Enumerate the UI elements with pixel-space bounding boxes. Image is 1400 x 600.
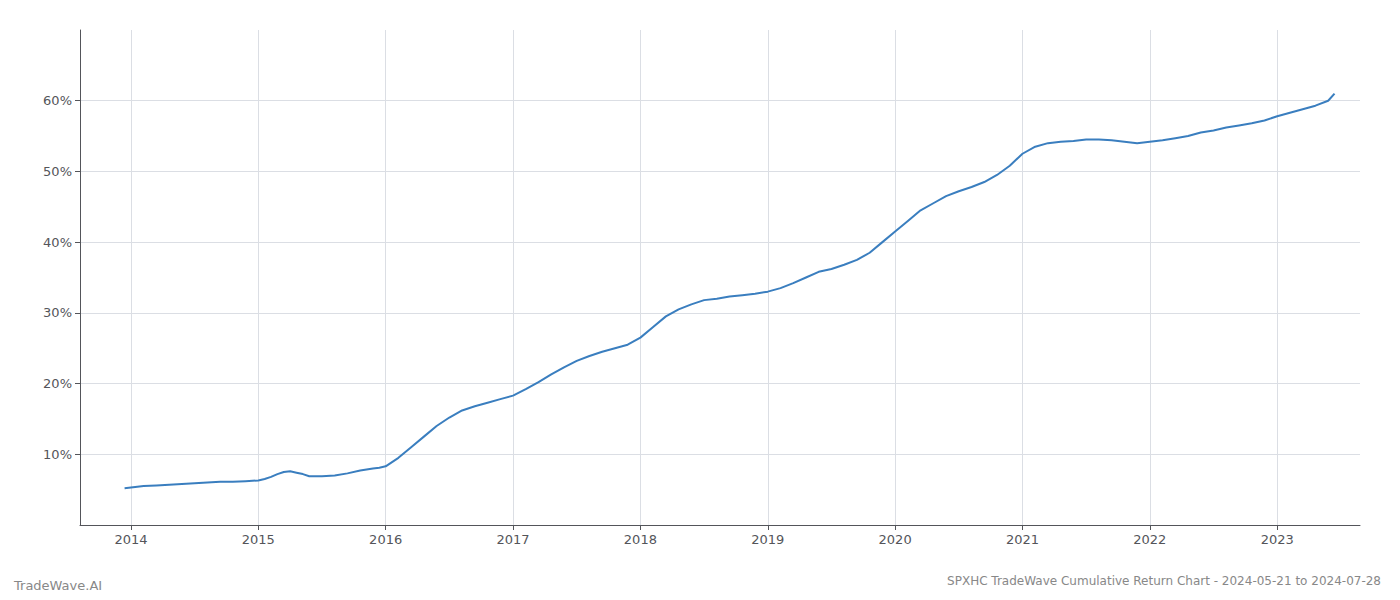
- svg-text:2019: 2019: [751, 532, 784, 547]
- svg-text:TradeWave.AI: TradeWave.AI: [13, 578, 102, 593]
- svg-text:2021: 2021: [1006, 532, 1039, 547]
- svg-text:2018: 2018: [624, 532, 657, 547]
- svg-text:2020: 2020: [879, 532, 912, 547]
- svg-text:2014: 2014: [114, 532, 147, 547]
- svg-text:20%: 20%: [43, 376, 72, 391]
- svg-text:2017: 2017: [496, 532, 529, 547]
- svg-text:2023: 2023: [1261, 532, 1294, 547]
- svg-text:2022: 2022: [1133, 532, 1166, 547]
- svg-text:2016: 2016: [369, 532, 402, 547]
- svg-text:40%: 40%: [43, 235, 72, 250]
- svg-text:10%: 10%: [43, 447, 72, 462]
- svg-text:30%: 30%: [43, 305, 72, 320]
- svg-text:SPXHC TradeWave Cumulative Ret: SPXHC TradeWave Cumulative Return Chart …: [947, 574, 1381, 588]
- svg-text:60%: 60%: [43, 93, 72, 108]
- svg-text:2015: 2015: [242, 532, 275, 547]
- svg-text:50%: 50%: [43, 164, 72, 179]
